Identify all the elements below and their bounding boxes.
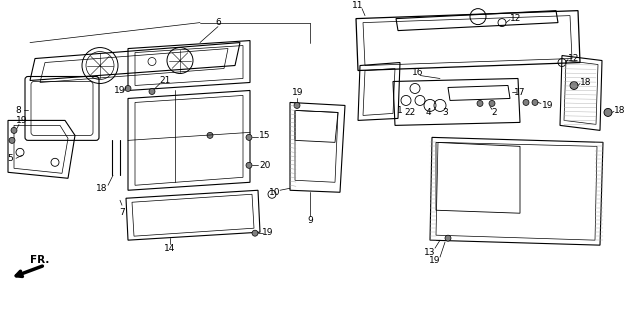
Text: 11: 11 xyxy=(352,1,364,10)
Circle shape xyxy=(149,88,155,94)
Circle shape xyxy=(294,102,300,108)
Circle shape xyxy=(125,85,131,92)
Circle shape xyxy=(604,108,612,116)
Text: 18: 18 xyxy=(580,78,592,87)
Text: 1: 1 xyxy=(397,106,403,115)
Text: 13: 13 xyxy=(424,248,436,257)
Circle shape xyxy=(246,162,252,168)
Text: 12: 12 xyxy=(568,54,580,63)
Text: 19: 19 xyxy=(292,88,304,97)
Text: 19: 19 xyxy=(542,101,554,110)
Circle shape xyxy=(246,134,252,140)
Text: 21: 21 xyxy=(160,76,171,85)
Circle shape xyxy=(9,137,15,143)
Text: 8: 8 xyxy=(15,106,21,115)
Text: FR.: FR. xyxy=(31,255,50,265)
Text: 18: 18 xyxy=(614,106,626,115)
Text: 19: 19 xyxy=(16,116,27,125)
Text: 17: 17 xyxy=(514,88,526,97)
Text: 10: 10 xyxy=(269,188,281,197)
Circle shape xyxy=(570,82,578,90)
Circle shape xyxy=(207,132,213,138)
Circle shape xyxy=(489,100,495,107)
Text: 20: 20 xyxy=(259,161,271,170)
Text: 15: 15 xyxy=(259,131,271,140)
Circle shape xyxy=(252,230,258,236)
Text: 2: 2 xyxy=(491,108,497,117)
Text: 19: 19 xyxy=(262,228,274,237)
Text: 18: 18 xyxy=(96,184,108,193)
Circle shape xyxy=(532,100,538,105)
Text: 19: 19 xyxy=(114,86,126,95)
Text: 7: 7 xyxy=(119,208,125,217)
Text: 9: 9 xyxy=(307,216,313,225)
Text: 5: 5 xyxy=(7,154,13,163)
Text: 6: 6 xyxy=(215,18,221,27)
Circle shape xyxy=(523,100,529,105)
Text: 19: 19 xyxy=(429,256,441,265)
Text: 3: 3 xyxy=(442,108,448,117)
Circle shape xyxy=(445,235,451,241)
Text: 14: 14 xyxy=(165,244,175,253)
Text: 22: 22 xyxy=(404,108,415,117)
Circle shape xyxy=(477,100,483,107)
Text: 16: 16 xyxy=(412,68,424,77)
Circle shape xyxy=(11,127,17,133)
Text: 4: 4 xyxy=(425,108,431,117)
Text: 12: 12 xyxy=(510,14,522,23)
